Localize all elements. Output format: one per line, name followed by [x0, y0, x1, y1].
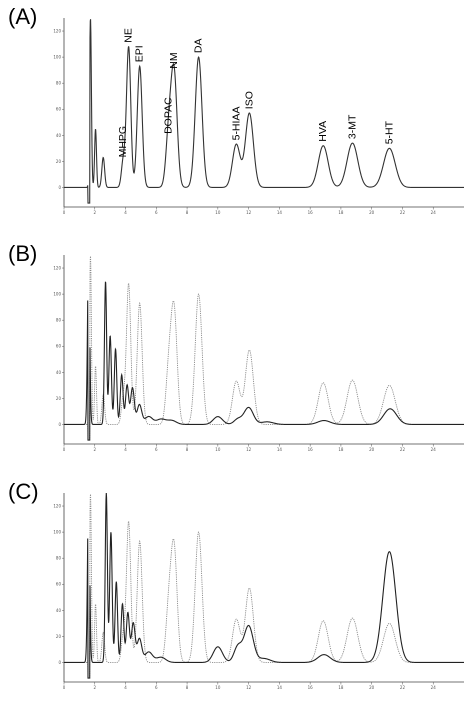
peak-label: 3-MT: [347, 114, 359, 139]
x-tick-label: 20: [369, 447, 375, 452]
y-tick-label: 120: [53, 266, 61, 271]
peak-label: DOPAC: [163, 97, 175, 134]
x-tick-label: 14: [277, 447, 283, 452]
x-tick-label: 16: [308, 447, 314, 452]
x-tick-label: 0: [63, 447, 66, 452]
x-tick-label: 10: [215, 447, 221, 452]
x-tick-label: 12: [246, 685, 252, 690]
x-tick-label: 6: [155, 210, 158, 215]
series-line-0: [64, 494, 464, 679]
chromatogram-panel-b: (B) 0 20 40 60 80 100 120 0 2 4 6 8 10 12 14 16 18 20 22 24: [0, 237, 474, 474]
x-tick-label: 18: [338, 210, 344, 215]
x-tick-label: 0: [63, 685, 66, 690]
x-tick-label: 20: [369, 685, 375, 690]
x-tick-label: 6: [155, 447, 158, 452]
x-tick-label: 22: [400, 447, 406, 452]
y-tick-label: 20: [56, 634, 62, 639]
series-line-1: [64, 281, 464, 441]
x-tick-label: 10: [215, 685, 221, 690]
y-tick-label: 40: [56, 608, 62, 613]
y-tick-label: 100: [53, 55, 61, 60]
peak-label: DA: [193, 39, 205, 54]
y-tick-label: 120: [53, 29, 61, 34]
y-tick-label: 40: [56, 370, 62, 375]
peak-label: NE: [123, 28, 135, 43]
x-tick-label: 10: [215, 210, 221, 215]
panel-label: (A): [8, 4, 38, 29]
chromatogram-panel-c: (C) 0 20 40 60 80 100 120 0 2 4 6 8 10 12 14 16 18 20 22 24: [0, 475, 474, 712]
peak-label: EPI: [134, 45, 146, 62]
x-tick-label: 24: [431, 210, 437, 215]
y-tick-label: 100: [53, 530, 61, 535]
x-tick-label: 8: [186, 447, 189, 452]
x-tick-label: 4: [124, 210, 127, 215]
y-tick-label: 100: [53, 292, 61, 297]
y-tick-label: 120: [53, 504, 61, 509]
x-tick-label: 24: [431, 447, 437, 452]
x-tick-label: 14: [277, 685, 283, 690]
x-tick-label: 14: [277, 210, 283, 215]
y-tick-label: 60: [56, 582, 62, 587]
x-tick-label: 0: [63, 210, 66, 215]
peak-label: HVA: [317, 121, 329, 142]
peak-label: ISO: [243, 91, 255, 109]
x-tick-label: 16: [308, 210, 314, 215]
y-tick-label: 60: [56, 344, 62, 349]
x-tick-label: 16: [308, 685, 314, 690]
peak-label: 5-HIAA: [230, 107, 242, 141]
x-tick-label: 4: [124, 447, 127, 452]
peak-label: 5-HT: [383, 120, 395, 144]
panel-label: (C): [8, 479, 39, 504]
x-tick-label: 2: [93, 685, 96, 690]
x-tick-label: 22: [400, 210, 406, 215]
x-tick-label: 22: [400, 685, 406, 690]
x-tick-label: 4: [124, 685, 127, 690]
x-tick-label: 6: [155, 685, 158, 690]
x-tick-label: 18: [338, 447, 344, 452]
x-tick-label: 20: [369, 210, 375, 215]
y-tick-label: 80: [56, 81, 62, 86]
x-tick-label: 8: [186, 685, 189, 690]
series-line-1: [64, 492, 464, 679]
y-tick-label: 0: [58, 185, 61, 190]
y-tick-label: 0: [58, 660, 61, 665]
series-line-0: [64, 256, 464, 441]
x-tick-label: 2: [93, 447, 96, 452]
series-line-0: [64, 19, 464, 204]
y-tick-label: 40: [56, 133, 62, 138]
y-tick-label: 20: [56, 396, 62, 401]
y-tick-label: 60: [56, 107, 62, 112]
y-tick-label: 80: [56, 318, 62, 323]
peak-label: MHPG: [117, 126, 129, 158]
x-tick-label: 12: [246, 447, 252, 452]
x-tick-label: 8: [186, 210, 189, 215]
x-tick-label: 2: [93, 210, 96, 215]
y-tick-label: 20: [56, 159, 62, 164]
x-tick-label: 18: [338, 685, 344, 690]
x-tick-label: 12: [246, 210, 252, 215]
peak-label: NM: [168, 52, 180, 68]
panel-label: (B): [8, 241, 38, 266]
chromatogram-panel-a: (A) 0 20 40 60 80 100 120 0 2 4 6 8 10 12 14 16 18 20 22 24…: [0, 0, 474, 237]
y-tick-label: 0: [58, 422, 61, 427]
x-tick-label: 24: [431, 685, 437, 690]
y-tick-label: 80: [56, 556, 62, 561]
